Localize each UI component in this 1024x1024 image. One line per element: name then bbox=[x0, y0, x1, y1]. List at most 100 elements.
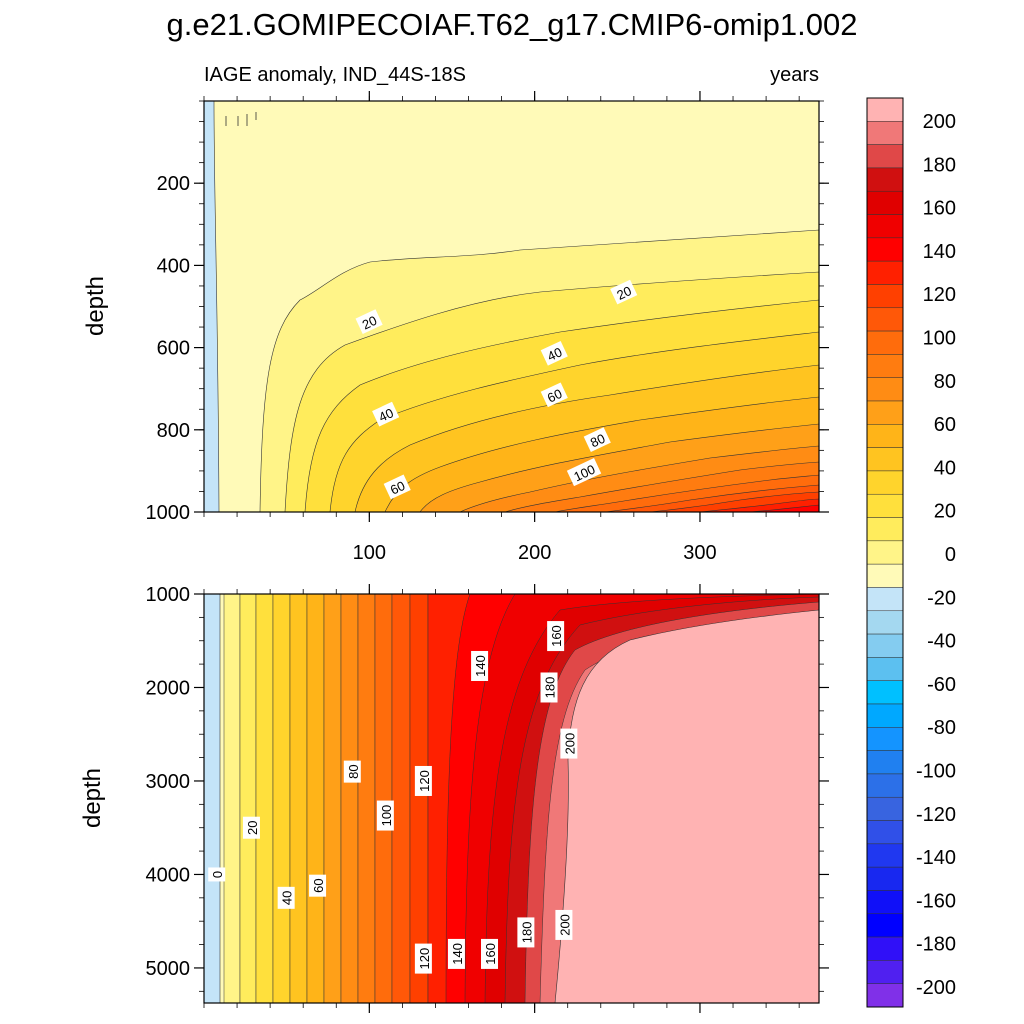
lower-contour-labels: 0 20 40 60 80 100 120 140 160 180 200 120 140 160 180 2… bbox=[208, 621, 578, 974]
y-tick-label: 5000 bbox=[146, 958, 191, 980]
colorbar-label: 20 bbox=[934, 501, 956, 523]
contour-label-text: 60 bbox=[311, 878, 326, 892]
contour-label: 40 bbox=[277, 886, 295, 909]
colorbar-swatch bbox=[866, 913, 904, 938]
chart-subtitle-left: IAGE anomaly, IND_44S-18S bbox=[204, 64, 466, 86]
colorbar-swatch bbox=[866, 610, 904, 635]
chart-units-label: years bbox=[770, 64, 819, 86]
colorbar-swatch bbox=[866, 727, 904, 751]
colorbar-swatch bbox=[866, 377, 904, 402]
contour-label-bg bbox=[343, 760, 361, 783]
contour-label-text: 180 bbox=[519, 922, 534, 944]
contour-label-text: 40 bbox=[280, 891, 295, 905]
colorbar-swatch bbox=[866, 470, 904, 495]
contour-label: 40 bbox=[540, 340, 568, 366]
colorbar-label: -120 bbox=[916, 804, 956, 826]
contour-label-bg bbox=[309, 874, 327, 897]
contour-label-bg bbox=[517, 917, 535, 948]
colorbar-swatch bbox=[866, 703, 904, 728]
colorbar: 200180160140120100806040200-20-40-60-80-… bbox=[866, 97, 956, 1008]
contour-label-text: 80 bbox=[346, 764, 361, 778]
contour-label-text: 80 bbox=[588, 431, 607, 451]
contour-label-text: 60 bbox=[545, 386, 564, 406]
colorbar-swatch bbox=[866, 540, 904, 565]
x-tick-label: 200 bbox=[518, 542, 551, 564]
contour-label-bg bbox=[547, 621, 565, 652]
colorbar-swatch bbox=[866, 190, 904, 215]
contour-label-text: 160 bbox=[549, 625, 564, 647]
lower-band-80 bbox=[340, 594, 359, 1003]
colorbar-label: 200 bbox=[923, 111, 956, 133]
contour-label-text: 200 bbox=[557, 914, 572, 936]
contour-label: 40 bbox=[372, 401, 400, 427]
lower-panel-frame bbox=[203, 593, 820, 1004]
colorbar-label: -140 bbox=[916, 847, 956, 869]
colorbar-label: -160 bbox=[916, 890, 956, 912]
contour-label: 180 bbox=[517, 917, 535, 948]
lower-band-20 bbox=[239, 594, 257, 1003]
lower-band-70 bbox=[323, 594, 342, 1003]
contour-label: 160 bbox=[547, 621, 565, 652]
y-tick-label: 1000 bbox=[146, 584, 191, 606]
contour-label-bg bbox=[447, 938, 465, 969]
colorbar-swatch bbox=[866, 843, 904, 868]
y-tick-label: 1000 bbox=[146, 502, 191, 524]
colorbar-swatch bbox=[866, 493, 904, 518]
contour-label-text: 40 bbox=[376, 405, 395, 425]
contour-label-text: 200 bbox=[562, 733, 577, 755]
contour-label: 120 bbox=[414, 765, 432, 796]
contour-label-text: 120 bbox=[417, 770, 432, 792]
contour-label-text: 140 bbox=[450, 943, 465, 965]
contour-label-text: 20 bbox=[245, 820, 260, 834]
colorbar-swatch bbox=[866, 354, 904, 378]
colorbar-label: -100 bbox=[916, 761, 956, 783]
contour-label-bg bbox=[566, 458, 602, 487]
colorbar-label: -200 bbox=[916, 977, 956, 999]
x-tick-label: 100 bbox=[353, 542, 386, 564]
contour-label: 180 bbox=[540, 672, 558, 703]
contour-label-bg bbox=[481, 938, 499, 969]
contour-label: 160 bbox=[481, 938, 499, 969]
lower-band-30 bbox=[255, 594, 274, 1003]
lower-panel-plot bbox=[204, 594, 819, 1003]
lower-band-200 bbox=[554, 609, 819, 1003]
upper-y-axis-label: depth bbox=[82, 276, 109, 336]
lower-band-120 bbox=[409, 594, 429, 1003]
contour-label-bg bbox=[610, 279, 638, 305]
contour-label: 20 bbox=[610, 279, 638, 305]
contour-label-bg bbox=[471, 650, 489, 681]
contour-label-text: 160 bbox=[483, 943, 498, 965]
contour-label-bg bbox=[208, 867, 226, 882]
colorbar-swatch bbox=[866, 424, 904, 448]
colorbar-swatch bbox=[866, 121, 904, 145]
y-tick-label: 3000 bbox=[146, 771, 191, 793]
colorbar-swatch bbox=[866, 750, 904, 775]
colorbar-label: 40 bbox=[934, 457, 956, 479]
colorbar-swatch bbox=[866, 820, 904, 845]
lower-y-axis-label: depth bbox=[79, 768, 106, 828]
colorbar-swatch bbox=[866, 260, 904, 285]
contour-label-text: 100 bbox=[379, 805, 394, 827]
colorbar-label: 0 bbox=[945, 544, 956, 566]
contour-label: 200 bbox=[555, 909, 573, 940]
colorbar-swatch bbox=[866, 97, 904, 122]
lower-negative-strip bbox=[204, 594, 221, 1003]
colorbar-label: -180 bbox=[916, 934, 956, 956]
contour-label-bg bbox=[383, 474, 411, 500]
colorbar-swatch bbox=[866, 680, 904, 705]
contour-label: 60 bbox=[540, 382, 568, 408]
upper-negative-strip bbox=[204, 101, 220, 512]
y-tick-label: 4000 bbox=[146, 864, 191, 886]
colorbar-label: 60 bbox=[934, 414, 956, 436]
contour-label: 200 bbox=[560, 728, 578, 759]
colorbar-label: -40 bbox=[927, 631, 956, 653]
colorbar-label: -60 bbox=[927, 674, 956, 696]
contour-label-text: 140 bbox=[473, 655, 488, 677]
contour-label-bg bbox=[540, 340, 568, 366]
contour-label-bg bbox=[555, 909, 573, 940]
contour-label: 80 bbox=[583, 427, 611, 452]
contour-label: 60 bbox=[383, 474, 411, 500]
